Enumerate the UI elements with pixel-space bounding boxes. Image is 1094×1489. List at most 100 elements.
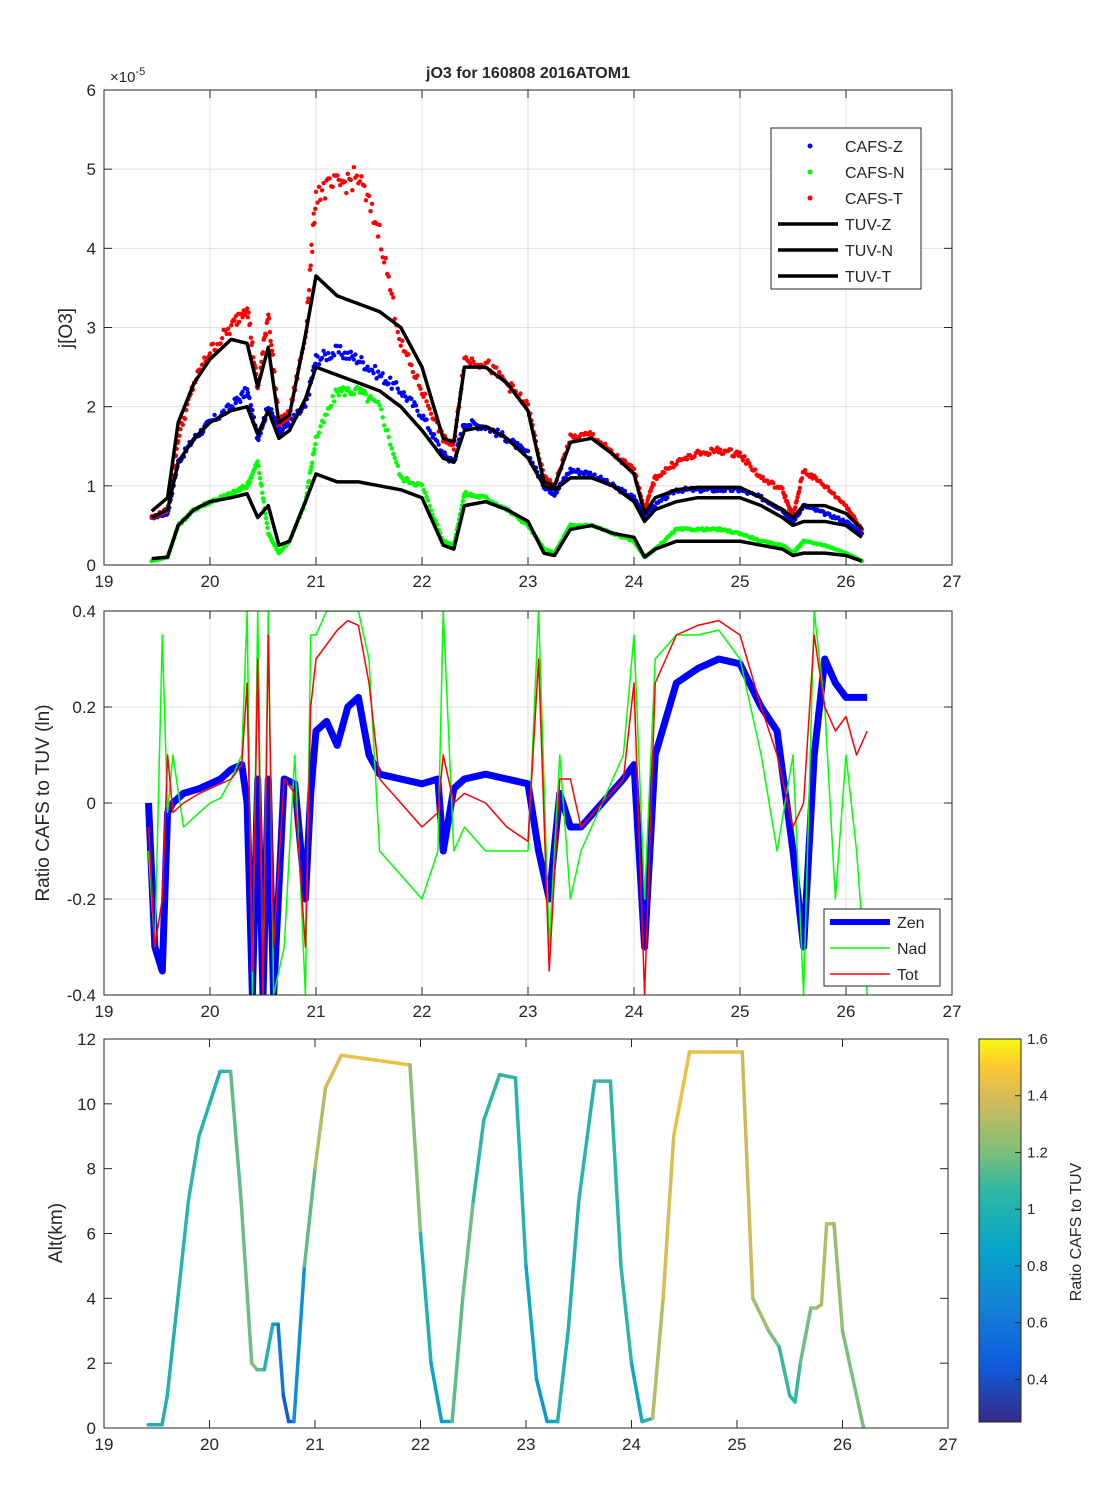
data-point: [178, 426, 183, 432]
altitude-segment: [793, 1361, 803, 1404]
x-tick-label: 25: [731, 1002, 750, 1021]
y-tick-label: 5: [87, 160, 96, 179]
altitude-segment: [160, 1393, 170, 1427]
data-point: [244, 386, 250, 392]
data-point: [395, 386, 400, 391]
data-point: [345, 385, 350, 391]
data-point: [524, 398, 529, 404]
data-point: [463, 489, 469, 495]
data-point: [372, 363, 378, 369]
data-point: [383, 255, 388, 261]
altitude-segment: [165, 1296, 180, 1398]
data-point: [692, 454, 697, 459]
data-point: [404, 475, 410, 481]
legend-label: TUV-Z: [845, 217, 891, 234]
data-point: [316, 430, 322, 435]
data-point: [268, 338, 273, 344]
data-point: [380, 415, 385, 420]
altitude-segment: [513, 1076, 528, 1268]
data-point: [359, 174, 364, 179]
data-point: [771, 480, 776, 486]
data-point: [310, 249, 315, 255]
data-point: [266, 316, 272, 321]
data-point: [312, 220, 317, 226]
data-point: [331, 353, 337, 358]
series-line: [151, 472, 863, 563]
data-point: [525, 402, 531, 407]
legend-label: CAFS-T: [845, 191, 903, 208]
ratio-panel: 19 20 21 22 23 24 25 26 27 -0.4 -0.2 0 0.2 0.4 Ratio …: [33, 602, 961, 1021]
data-point: [263, 332, 269, 338]
x-tick-label: 19: [95, 1435, 114, 1454]
x-tick-label: 21: [307, 572, 326, 591]
x-tick-label: 21: [306, 1435, 325, 1454]
ratio-legend: Zen Nad Tot: [823, 908, 941, 987]
data-point: [338, 343, 343, 349]
data-point: [718, 447, 723, 452]
data-point: [707, 451, 712, 456]
data-point: [468, 423, 473, 428]
data-point: [269, 342, 274, 348]
y-tick-label: 1: [87, 477, 96, 496]
data-point: [306, 287, 312, 293]
data-point: [797, 485, 803, 491]
data-point: [240, 389, 245, 395]
data-point: [494, 365, 499, 370]
data-point: [419, 482, 425, 488]
x-tick-label: 23: [519, 572, 538, 591]
data-point: [351, 165, 357, 170]
chart-title: jO3 for 160808 2016ATOM1: [425, 65, 630, 82]
data-point: [350, 187, 355, 193]
data-point: [269, 348, 275, 354]
ratio-ticks: 19 20 21 22 23 24 25 26 27 -0.4 -0.2 0 0.2 0.4: [67, 602, 962, 1021]
data-point: [260, 350, 266, 355]
data-point: [311, 450, 316, 456]
x-tick-label: 19: [95, 572, 114, 591]
data-point: [357, 179, 363, 184]
data-point: [644, 501, 650, 506]
x-tick-label: 25: [731, 572, 750, 591]
data-point: [233, 400, 238, 406]
data-point: [227, 331, 232, 337]
data-point: [486, 358, 491, 363]
legend-marker: [807, 195, 813, 201]
y-axis-label: j[O3]: [56, 308, 77, 349]
altitude-segment: [619, 1264, 634, 1365]
data-point: [219, 336, 225, 341]
data-point: [308, 263, 313, 268]
data-point: [669, 460, 675, 466]
data-point: [307, 267, 313, 272]
data-point: [328, 355, 334, 361]
data-point: [264, 520, 269, 526]
data-point: [389, 291, 394, 297]
x-tick-label: 26: [837, 572, 856, 591]
data-point: [182, 416, 188, 422]
data-point: [394, 460, 399, 465]
data-point: [236, 319, 242, 325]
data-point: [313, 206, 318, 212]
data-point: [424, 417, 429, 422]
data-point: [662, 470, 667, 475]
data-point: [210, 341, 216, 347]
data-point: [247, 479, 253, 484]
data-point: [248, 402, 254, 408]
data-point: [335, 389, 340, 394]
data-point: [409, 396, 414, 402]
jo3-plot-area: [149, 165, 865, 564]
x-tick-label: 22: [411, 1435, 430, 1454]
altitude-segment: [798, 1306, 813, 1365]
data-point: [248, 335, 254, 340]
data-point: [354, 173, 360, 178]
data-point: [381, 260, 387, 265]
data-point: [392, 455, 397, 461]
altitude-segment: [566, 1199, 581, 1333]
data-point: [218, 341, 223, 346]
data-point: [410, 369, 416, 375]
data-point: [212, 412, 217, 418]
data-point: [247, 321, 253, 326]
data-point: [325, 350, 331, 356]
data-point: [316, 362, 322, 367]
data-point: [389, 386, 394, 391]
data-point: [793, 505, 798, 510]
